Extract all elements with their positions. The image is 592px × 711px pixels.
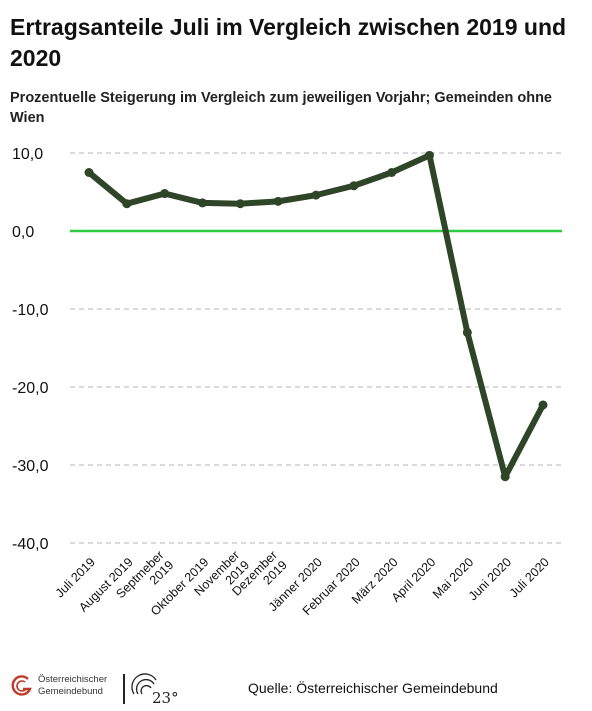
- logo-23-text: 23°: [152, 689, 179, 706]
- y-tick-label: 0,0: [12, 224, 34, 241]
- chart-subtitle: Prozentuelle Steigerung im Vergleich zum…: [10, 90, 552, 126]
- y-tick-label: -10,0: [12, 302, 49, 319]
- data-point: [198, 198, 207, 208]
- data-point: [387, 168, 397, 177]
- x-tick-label-text: Juli 2020: [507, 555, 552, 600]
- y-tick-label: -30,0: [12, 458, 49, 475]
- data-point: [273, 196, 283, 206]
- series-line: [86, 152, 546, 480]
- logo-line-2: Gemeindebund: [38, 686, 103, 697]
- data-point: [349, 181, 359, 191]
- y-tick-labels: 10,0 0,0 -10,0 -20,0 -30,0 -40,0: [12, 146, 49, 553]
- data-point: [462, 327, 472, 337]
- data-point: [160, 189, 170, 199]
- gemeindebund-logo-text: Österreichischer Gemeindebund: [38, 674, 107, 698]
- logo-line-1: Österreichischer: [38, 674, 108, 685]
- data-point: [84, 168, 94, 177]
- kommunal-23-logo: 23°: [131, 673, 179, 706]
- series-line-layer: [84, 150, 548, 482]
- gemeindebund-logo: Österreichischer Gemeindebund 23°: [8, 672, 188, 706]
- data-point: [311, 190, 321, 200]
- data-point: [122, 199, 132, 209]
- line-chart: 10,0 0,0 -10,0 -20,0 -30,0 -40,0 Juli 2019Aug…: [12, 146, 562, 619]
- gemeindebund-emblem-icon: [11, 675, 32, 696]
- y-grid: [70, 152, 562, 544]
- chart-title: Ertragsanteile Juli im Vergleich zwische…: [10, 14, 567, 71]
- data-point: [425, 150, 434, 160]
- logo-divider: [123, 674, 125, 704]
- data-point: [235, 199, 245, 209]
- x-tick-label: Juli 2020: [507, 555, 552, 600]
- y-tick-label: -40,0: [12, 536, 49, 553]
- source-note: Quelle: Österreichischer Gemeindebund: [248, 680, 498, 696]
- data-point: [538, 400, 548, 410]
- y-tick-label: -20,0: [12, 380, 49, 397]
- data-point: [500, 472, 510, 482]
- y-tick-label: 10,0: [12, 146, 43, 163]
